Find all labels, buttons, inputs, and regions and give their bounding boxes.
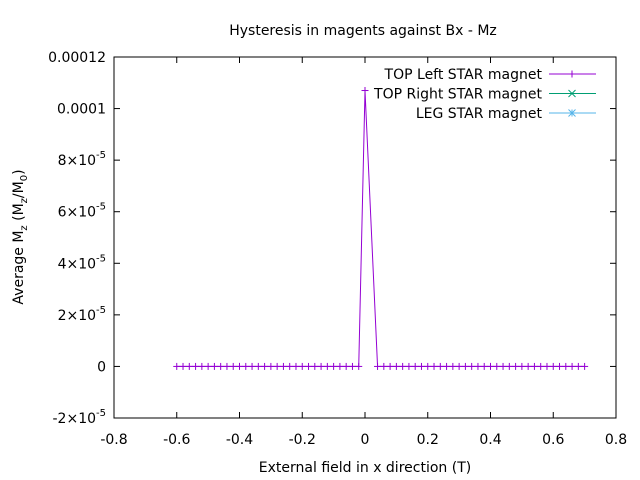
data-point bbox=[298, 362, 306, 370]
data-point bbox=[468, 362, 476, 370]
data-point bbox=[311, 362, 319, 370]
data-point bbox=[348, 362, 356, 370]
data-point bbox=[568, 89, 576, 98]
y-axis-label: Average Mz (Mz/M0) bbox=[11, 169, 30, 304]
data-point bbox=[499, 362, 507, 370]
x-tick-label: -0.2 bbox=[289, 432, 316, 448]
data-point bbox=[417, 362, 425, 370]
data-point bbox=[480, 362, 488, 370]
data-point bbox=[292, 362, 300, 370]
data-point bbox=[317, 362, 325, 370]
data-point bbox=[399, 362, 407, 370]
data-point bbox=[204, 362, 212, 370]
legend-label: TOP Left STAR magnet bbox=[384, 67, 543, 83]
data-point bbox=[512, 362, 520, 370]
data-point bbox=[173, 362, 181, 370]
data-point bbox=[424, 362, 432, 370]
data-point bbox=[537, 362, 545, 370]
x-tick-label: 0.2 bbox=[417, 432, 439, 448]
data-point bbox=[236, 362, 243, 370]
data-point bbox=[487, 362, 494, 370]
y-tick-label: 2×10-5 bbox=[58, 305, 106, 324]
data-point bbox=[574, 362, 582, 370]
data-point bbox=[562, 362, 570, 370]
legend-label: LEG STAR magnet bbox=[416, 106, 543, 122]
data-point bbox=[449, 362, 457, 370]
x-tick-label: 0 bbox=[361, 432, 370, 448]
y-tick-label: 0.0001 bbox=[57, 102, 106, 118]
y-tick-label: 0 bbox=[97, 359, 106, 375]
y-tick-label: 6×10-5 bbox=[58, 202, 106, 221]
data-point bbox=[568, 109, 576, 117]
data-point bbox=[355, 362, 363, 370]
y-tick-label: 4×10-5 bbox=[58, 253, 106, 272]
x-tick-label: -0.8 bbox=[100, 432, 127, 448]
data-point bbox=[192, 362, 200, 370]
data-point bbox=[286, 362, 294, 370]
data-point bbox=[530, 362, 538, 370]
data-point bbox=[455, 362, 463, 370]
x-tick-label: 0.4 bbox=[479, 432, 501, 448]
data-point bbox=[273, 362, 281, 370]
data-point bbox=[443, 362, 451, 370]
data-point bbox=[342, 362, 350, 370]
data-point bbox=[405, 362, 413, 370]
data-point bbox=[505, 362, 513, 370]
data-point bbox=[261, 362, 269, 370]
data-point bbox=[279, 362, 287, 370]
data-point bbox=[223, 362, 231, 370]
data-point bbox=[210, 362, 218, 370]
data-point bbox=[518, 362, 526, 370]
legend-label: TOP Right STAR magnet bbox=[373, 87, 542, 103]
data-point bbox=[248, 362, 256, 370]
data-point bbox=[436, 362, 444, 370]
data-point bbox=[493, 362, 501, 370]
x-tick-label: 0.6 bbox=[542, 432, 564, 448]
data-point bbox=[323, 362, 331, 370]
data-point bbox=[549, 362, 557, 370]
data-point bbox=[543, 362, 551, 370]
data-point bbox=[374, 362, 382, 370]
series-layer bbox=[173, 87, 589, 370]
data-point bbox=[568, 70, 576, 78]
data-point bbox=[392, 362, 400, 370]
legend: TOP Left STAR magnet TOP Right STAR magne… bbox=[373, 67, 596, 122]
data-point bbox=[568, 362, 576, 370]
x-axis-ticks: -0.8 -0.6 -0.4 -0.2 0 0.2 0.4 0.6 0.8 bbox=[100, 57, 627, 448]
data-point bbox=[474, 362, 482, 370]
y-tick-label: 0.00012 bbox=[48, 50, 106, 66]
data-point bbox=[556, 362, 564, 370]
y-tick-label: 8×10-5 bbox=[58, 150, 106, 169]
series-line bbox=[176, 90, 585, 367]
data-point bbox=[336, 362, 344, 370]
y-tick-label: -2×10-5 bbox=[53, 408, 107, 427]
data-point bbox=[254, 362, 262, 370]
data-point bbox=[430, 362, 438, 370]
data-point bbox=[581, 362, 589, 370]
data-point bbox=[330, 362, 338, 370]
data-point bbox=[380, 362, 388, 370]
chart-title: Hysteresis in magents against Bx - Mz bbox=[229, 23, 497, 39]
data-point bbox=[461, 362, 469, 370]
data-point bbox=[305, 362, 313, 370]
data-point bbox=[242, 362, 250, 370]
data-point bbox=[386, 362, 394, 370]
x-tick-label: -0.4 bbox=[226, 432, 253, 448]
data-point bbox=[179, 362, 187, 370]
data-point bbox=[411, 362, 419, 370]
data-point bbox=[361, 87, 369, 95]
data-point bbox=[217, 362, 225, 370]
data-point bbox=[524, 362, 532, 370]
data-point bbox=[229, 362, 237, 370]
data-point bbox=[198, 362, 206, 370]
x-tick-label: -0.6 bbox=[163, 432, 190, 448]
data-point bbox=[185, 362, 193, 370]
x-tick-label: 0.8 bbox=[605, 432, 627, 448]
x-axis-label: External field in x direction (T) bbox=[259, 460, 471, 476]
data-point bbox=[267, 362, 275, 370]
y-axis-ticks: 0.00012 0.0001 8×10-5 6×10-5 4×10-5 2×10-5 0 -2… bbox=[48, 50, 616, 427]
